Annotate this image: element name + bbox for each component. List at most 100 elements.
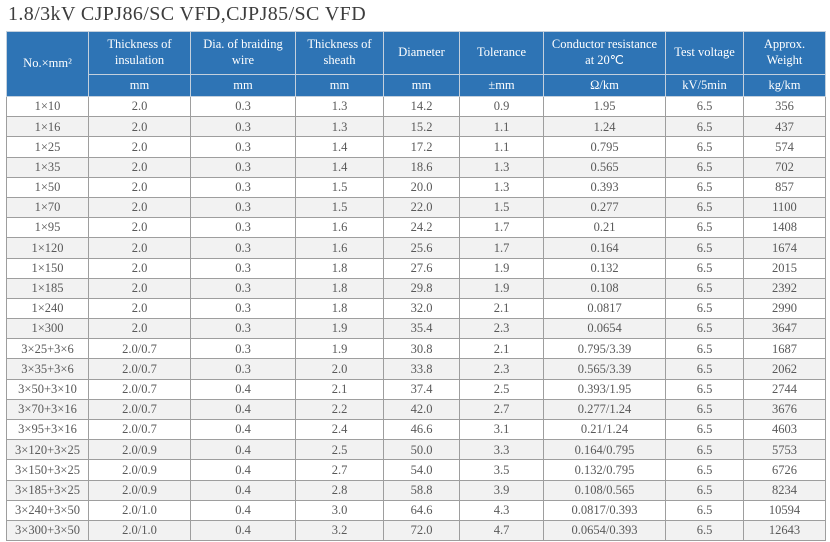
table-cell: 1×300 [6, 318, 89, 340]
table-cell: 58.8 [383, 479, 460, 501]
table-cell: 1.1 [459, 136, 544, 158]
table-cell: 3×240+3×50 [6, 499, 89, 521]
table-cell: 1×16 [6, 116, 89, 138]
table-cell: 0.132/0.795 [543, 459, 666, 481]
table-cell: 1.7 [459, 237, 544, 259]
table-cell: 1×185 [6, 277, 89, 299]
table-cell: 1687 [743, 338, 826, 360]
table-cell: 1.3 [295, 116, 384, 138]
table-row: 1×70 2.0 0.3 1.5 22.0 1.5 0.277 6.5 1100 [6, 196, 826, 219]
table-cell: 22.0 [383, 196, 460, 219]
table-cell: 1.1 [459, 116, 544, 138]
table-cell: 6.5 [665, 459, 744, 481]
table-cell: 4.7 [459, 519, 544, 542]
table-cell: 2.0/1.0 [88, 499, 191, 521]
table-cell: 2.8 [295, 479, 384, 501]
table-cell: 2.0 [88, 196, 191, 219]
table-cell: 6726 [743, 459, 826, 481]
table-cell: 2.1 [459, 338, 544, 360]
table-cell: 6.5 [665, 196, 744, 219]
table-cell: 72.0 [383, 519, 460, 542]
table-cell: 1.9 [459, 277, 544, 299]
column-header: Tolerance [459, 31, 544, 75]
table-cell: 6.5 [665, 277, 744, 299]
table-cell: 1×10 [6, 95, 89, 118]
table-cell: 32.0 [383, 297, 460, 320]
table-cell: 0.393/1.95 [543, 378, 666, 400]
table-cell: 2.0 [88, 257, 191, 279]
table-cell: 2.0 [88, 176, 191, 198]
table-cell: 6.5 [665, 358, 744, 380]
table-row: 3×240+3×50 2.0/1.0 0.4 3.0 64.6 4.3 0.0817/0.3… [6, 499, 826, 521]
table-cell: 2990 [743, 297, 826, 320]
table-cell: 0.0654 [543, 318, 666, 340]
table-cell: 6.5 [665, 479, 744, 501]
table-cell: 6.5 [665, 217, 744, 239]
table-cell: 6.5 [665, 176, 744, 198]
table-cell: 0.0817/0.393 [543, 499, 666, 521]
table-cell: 2.2 [295, 398, 384, 421]
table-cell: 3×185+3×25 [6, 479, 89, 501]
table-cell: 0.795 [543, 136, 666, 158]
table-cell: 0.3 [190, 358, 296, 380]
table-cell: 2.0 [88, 217, 191, 239]
table-row: 3×150+3×25 2.0/0.9 0.4 2.7 54.0 3.5 0.132/0.79… [6, 459, 826, 481]
table-cell: 1.9 [295, 338, 384, 360]
table-cell: 0.565/3.39 [543, 358, 666, 380]
table-cell: 3×300+3×50 [6, 519, 89, 542]
table-row: 1×50 2.0 0.3 1.5 20.0 1.3 0.393 6.5 857 [6, 176, 826, 198]
table-cell: 42.0 [383, 398, 460, 421]
table-cell: 0.4 [190, 519, 296, 542]
table-cell: 1.24 [543, 116, 666, 138]
table-cell: 2015 [743, 257, 826, 279]
table-cell: 0.3 [190, 196, 296, 219]
table-cell: 2.0/0.7 [88, 378, 191, 400]
table-cell: 6.5 [665, 95, 744, 118]
table-cell: 0.164 [543, 237, 666, 259]
table-cell: 2.0/0.7 [88, 418, 191, 441]
table-cell: 10594 [743, 499, 826, 521]
table-cell: 4.3 [459, 499, 544, 521]
table-cell: 0.3 [190, 176, 296, 198]
table-cell: 46.6 [383, 418, 460, 441]
table-row: 3×120+3×25 2.0/0.9 0.4 2.5 50.0 3.3 0.164/0.79… [6, 439, 826, 461]
table-cell: 2.3 [459, 318, 544, 340]
table-cell: 18.6 [383, 156, 460, 178]
table-cell: 0.3 [190, 156, 296, 178]
table-cell: 0.4 [190, 479, 296, 501]
table-cell: 2.0 [88, 95, 191, 118]
table-row: 3×95+3×16 2.0/0.7 0.4 2.4 46.6 3.1 0.21/1.24 6.… [6, 418, 826, 441]
table-cell: 27.6 [383, 257, 460, 279]
column-header: Test voltage [665, 31, 744, 75]
table-cell: 1.8 [295, 297, 384, 320]
table-cell: 0.277 [543, 196, 666, 219]
table-cell: 1×70 [6, 196, 89, 219]
table-cell: 6.5 [665, 398, 744, 421]
table-cell: 3×95+3×16 [6, 418, 89, 441]
table-cell: 3676 [743, 398, 826, 421]
table-cell: 1.4 [295, 136, 384, 158]
table-cell: 857 [743, 176, 826, 198]
table-cell: 3×150+3×25 [6, 459, 89, 481]
table-cell: 1×25 [6, 136, 89, 158]
table-cell: 15.2 [383, 116, 460, 138]
column-header: No.×mm² [6, 31, 89, 97]
column-unit: kg/km [743, 74, 826, 97]
table-row: 3×50+3×10 2.0/0.7 0.4 2.1 37.4 2.5 0.393/1.95 6… [6, 378, 826, 400]
column-unit: ±mm [459, 74, 544, 97]
table-cell: 1100 [743, 196, 826, 219]
table-cell: 0.3 [190, 217, 296, 239]
cable-spec-table: No.×mm² Thickness of insulation Dia. of br… [6, 31, 826, 542]
table-cell: 0.4 [190, 378, 296, 400]
table-row: 1×240 2.0 0.3 1.8 32.0 2.1 0.0817 6.5 2990 [6, 297, 826, 320]
table-cell: 35.4 [383, 318, 460, 340]
table-cell: 1.6 [295, 217, 384, 239]
table-cell: 1.5 [295, 176, 384, 198]
table-cell: 0.4 [190, 459, 296, 481]
table-cell: 6.5 [665, 116, 744, 138]
table-cell: 30.8 [383, 338, 460, 360]
table-cell: 2.0 [88, 156, 191, 178]
table-cell: 0.393 [543, 176, 666, 198]
table-cell: 2.0 [88, 277, 191, 299]
table-cell: 0.4 [190, 398, 296, 421]
